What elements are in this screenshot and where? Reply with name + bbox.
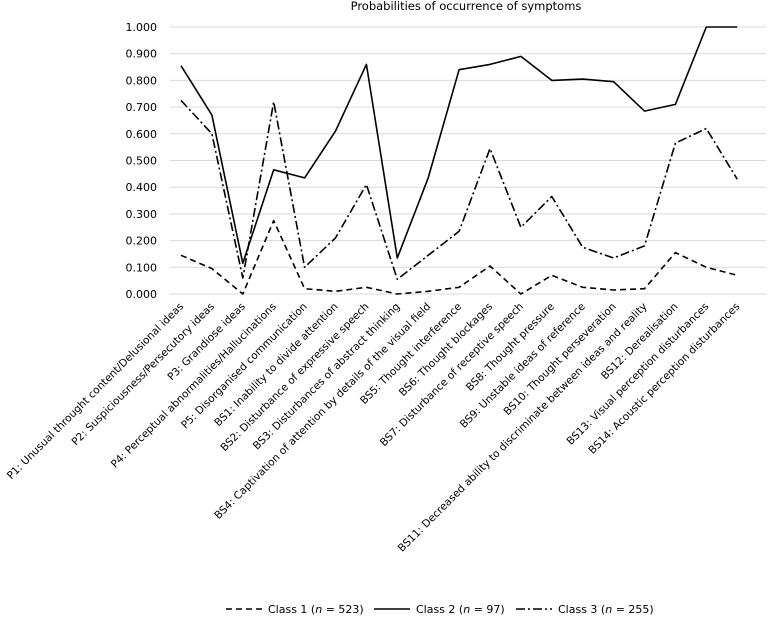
- y-tick-label: 0.500: [126, 155, 158, 168]
- data-point: [551, 79, 553, 81]
- data-point: [427, 177, 429, 179]
- legend: Class 1 (n = 523) Class 2 (n = 97) Class 3…: [226, 603, 654, 616]
- data-point: [180, 254, 182, 256]
- data-point: [396, 293, 398, 295]
- data-point: [180, 99, 182, 101]
- x-category-label: P1: Unusual throught content/Delusional …: [5, 301, 186, 482]
- data-point: [334, 290, 336, 292]
- legend-item: Class 1 (n = 523): [226, 603, 364, 616]
- y-tick-label: 0.200: [126, 235, 158, 248]
- data-point: [674, 251, 676, 253]
- data-point: [612, 289, 614, 291]
- legend-label: Class 3 (n = 255): [558, 603, 654, 616]
- data-point: [705, 266, 707, 268]
- data-point: [489, 265, 491, 267]
- series-line-class-2: [180, 26, 738, 265]
- y-tick-label: 0.600: [126, 128, 158, 141]
- y-tick-label: 0.100: [126, 261, 158, 274]
- data-point: [242, 293, 244, 295]
- data-point: [551, 195, 553, 197]
- data-point: [736, 274, 738, 276]
- data-point: [612, 257, 614, 259]
- data-point: [211, 133, 213, 135]
- data-point: [458, 286, 460, 288]
- data-point: [489, 63, 491, 65]
- y-tick-label: 0.800: [126, 74, 158, 87]
- legend-label: Class 2 (n = 97): [416, 603, 505, 616]
- data-point: [334, 130, 336, 132]
- data-point: [582, 286, 584, 288]
- data-point: [303, 287, 305, 289]
- data-point: [612, 81, 614, 83]
- series-lines: [180, 26, 738, 295]
- x-category-label: P2: Suspiciousness/Persecutory ideas: [70, 301, 217, 448]
- series-line-class-1: [180, 219, 738, 295]
- y-tick-label: 1.000: [126, 21, 158, 34]
- data-point: [520, 55, 522, 57]
- data-point: [427, 254, 429, 256]
- data-point: [643, 287, 645, 289]
- y-tick-label: 0.300: [126, 208, 158, 221]
- data-point: [273, 169, 275, 171]
- data-point: [489, 147, 491, 149]
- data-point: [427, 290, 429, 292]
- data-point: [520, 293, 522, 295]
- data-point: [303, 266, 305, 268]
- data-point: [365, 63, 367, 65]
- data-point: [458, 69, 460, 71]
- y-axis-tick-labels: 0.000 0.100 0.200 0.300 0.400 0.500 0.600 0.700…: [126, 21, 158, 301]
- data-point: [242, 277, 244, 279]
- data-point: [643, 110, 645, 112]
- data-point: [211, 114, 213, 116]
- data-point: [365, 286, 367, 288]
- data-point: [458, 230, 460, 232]
- data-point: [736, 178, 738, 180]
- data-point: [180, 65, 182, 67]
- data-point: [273, 219, 275, 221]
- legend-label: Class 1 (n = 523): [268, 603, 364, 616]
- data-point: [242, 262, 244, 264]
- data-point: [736, 26, 738, 28]
- y-tick-label: 0.900: [126, 48, 158, 61]
- data-point: [582, 78, 584, 80]
- data-point: [365, 183, 367, 185]
- data-point: [211, 267, 213, 269]
- data-point: [334, 237, 336, 239]
- legend-item: Class 3 (n = 255): [516, 603, 654, 616]
- x-category-label: BS10: Thought perseveration: [502, 301, 619, 418]
- y-tick-label: 0.400: [126, 181, 158, 194]
- data-point: [643, 245, 645, 247]
- x-axis-category-labels: P1: Unusual throught content/Delusional …: [5, 301, 742, 555]
- legend-item: Class 2 (n = 97): [374, 603, 505, 616]
- data-point: [705, 26, 707, 28]
- data-point: [273, 101, 275, 103]
- data-point: [674, 142, 676, 144]
- chart-title: Probabilities of occurrence of symptoms: [351, 0, 582, 13]
- x-category-label: BS13: Visual perception disturbances: [565, 301, 712, 448]
- data-point: [674, 103, 676, 105]
- data-point: [705, 127, 707, 129]
- y-tick-label: 0.700: [126, 101, 158, 114]
- data-point: [396, 278, 398, 280]
- x-category-label: BS7: Disturbance of receptive speech: [378, 301, 526, 449]
- data-point: [520, 226, 522, 228]
- data-point: [303, 177, 305, 179]
- gridlines: [170, 26, 766, 295]
- data-point: [396, 257, 398, 259]
- data-point: [551, 274, 553, 276]
- series-line-class-3: [180, 99, 738, 281]
- y-tick-label: 0.000: [126, 288, 158, 301]
- data-point: [582, 246, 584, 248]
